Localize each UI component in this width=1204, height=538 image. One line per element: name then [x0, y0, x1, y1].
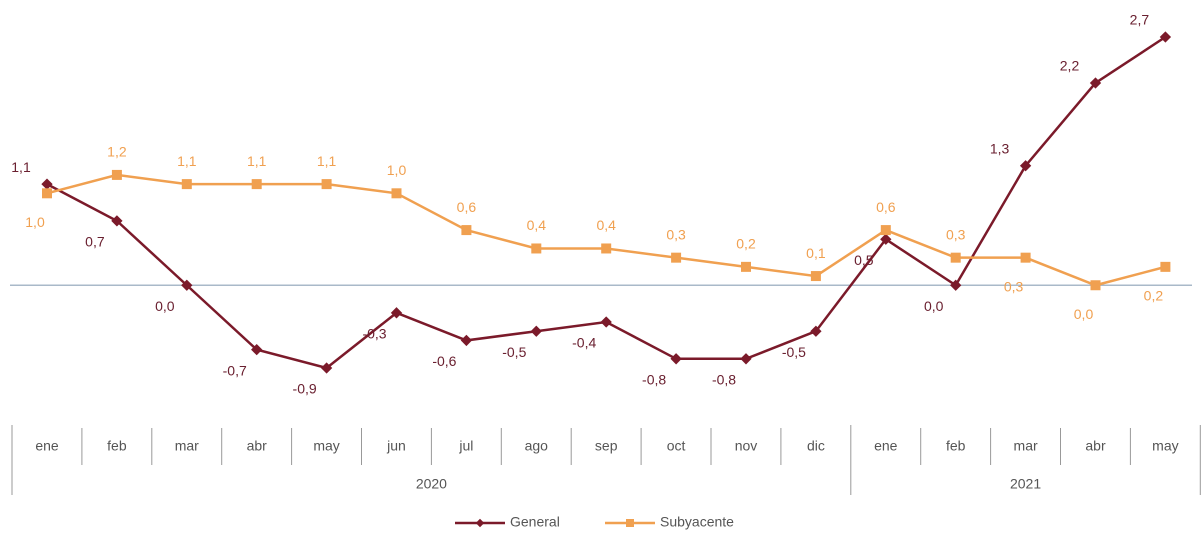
marker — [600, 316, 612, 328]
value-label: 0,4 — [596, 217, 616, 233]
marker — [181, 179, 192, 190]
x-tick-label: abr — [247, 438, 268, 454]
marker — [111, 169, 122, 180]
value-label: 1,0 — [25, 214, 45, 230]
value-label: 0,1 — [806, 245, 826, 261]
value-label: -0,9 — [293, 381, 317, 397]
value-label: 1,3 — [990, 140, 1010, 156]
x-tick-label: ago — [525, 438, 549, 454]
marker — [741, 261, 751, 272]
group-label: 2021 — [1010, 476, 1041, 492]
value-label: -0,4 — [572, 335, 596, 351]
value-label: 1,1 — [317, 153, 337, 169]
marker — [1089, 77, 1102, 89]
x-tick-label: nov — [735, 438, 758, 454]
value-label: 1,1 — [177, 153, 197, 169]
marker — [42, 188, 52, 199]
marker — [530, 325, 542, 337]
value-label: 1,0 — [387, 162, 407, 178]
legend-label: Subyacente — [660, 514, 734, 530]
value-label: -0,8 — [642, 372, 666, 388]
marker — [321, 179, 332, 190]
x-tick-label: ene — [874, 438, 898, 454]
marker — [41, 178, 53, 190]
value-label: 0,3 — [666, 226, 686, 242]
value-label: -0,6 — [432, 353, 456, 369]
marker — [671, 252, 682, 263]
value-label: 0,4 — [527, 217, 547, 233]
value-label: 2,2 — [1060, 58, 1080, 74]
x-tick-label: jun — [386, 438, 406, 454]
marker — [390, 307, 403, 319]
marker — [1159, 31, 1172, 43]
marker — [391, 188, 402, 199]
x-tick-label: feb — [946, 438, 966, 454]
x-tick-label: oct — [667, 438, 686, 454]
marker — [1090, 280, 1101, 291]
marker — [950, 252, 961, 263]
value-label: 2,7 — [1130, 12, 1150, 28]
marker — [251, 179, 262, 190]
value-label: -0,5 — [502, 344, 526, 360]
marker — [460, 334, 473, 347]
value-label: 1,1 — [247, 153, 267, 169]
value-label: 0,2 — [1144, 288, 1164, 304]
marker — [880, 225, 891, 236]
value-label: 0,5 — [854, 252, 874, 268]
x-tick-label: dic — [807, 438, 825, 454]
marker — [880, 233, 892, 245]
value-label: -0,5 — [782, 344, 806, 360]
x-tick-label: may — [313, 438, 339, 454]
value-label: 0,7 — [85, 234, 105, 250]
x-tick-label: jul — [458, 438, 473, 454]
value-label: -0,7 — [223, 362, 247, 378]
marker — [950, 279, 962, 291]
value-label: 0,3 — [946, 226, 966, 242]
value-label: 0,3 — [1004, 278, 1024, 294]
value-label: 0,6 — [457, 199, 477, 215]
value-label: -0,3 — [362, 326, 386, 342]
x-tick-label: sep — [595, 438, 618, 454]
marker — [601, 243, 612, 254]
value-label: 1,1 — [11, 159, 31, 175]
x-tick-label: mar — [1014, 438, 1038, 454]
x-tick-label: may — [1152, 438, 1178, 454]
legend-marker — [626, 519, 634, 527]
x-tick-label: ene — [35, 438, 59, 454]
value-label: 1,2 — [107, 144, 127, 160]
marker — [181, 279, 193, 291]
marker — [320, 362, 333, 374]
value-label: 0,2 — [736, 236, 756, 252]
legend-marker — [475, 518, 485, 528]
marker — [461, 225, 472, 236]
marker — [1160, 261, 1171, 272]
marker — [670, 353, 682, 365]
legend-label: General — [510, 514, 560, 530]
value-label: -0,8 — [712, 372, 736, 388]
marker — [810, 271, 821, 282]
marker — [810, 325, 822, 337]
value-label: 0,0 — [924, 298, 944, 314]
value-label: 0,6 — [876, 199, 896, 215]
value-label: 0,0 — [1074, 306, 1094, 322]
x-tick-label: mar — [175, 438, 199, 454]
marker — [531, 243, 542, 254]
x-tick-label: abr — [1085, 438, 1106, 454]
marker — [1020, 252, 1031, 263]
group-label: 2020 — [416, 476, 447, 492]
marker — [740, 353, 752, 365]
value-label: 0,0 — [155, 298, 175, 314]
marker — [251, 343, 263, 356]
marker — [1019, 160, 1032, 172]
x-tick-label: feb — [107, 438, 127, 454]
